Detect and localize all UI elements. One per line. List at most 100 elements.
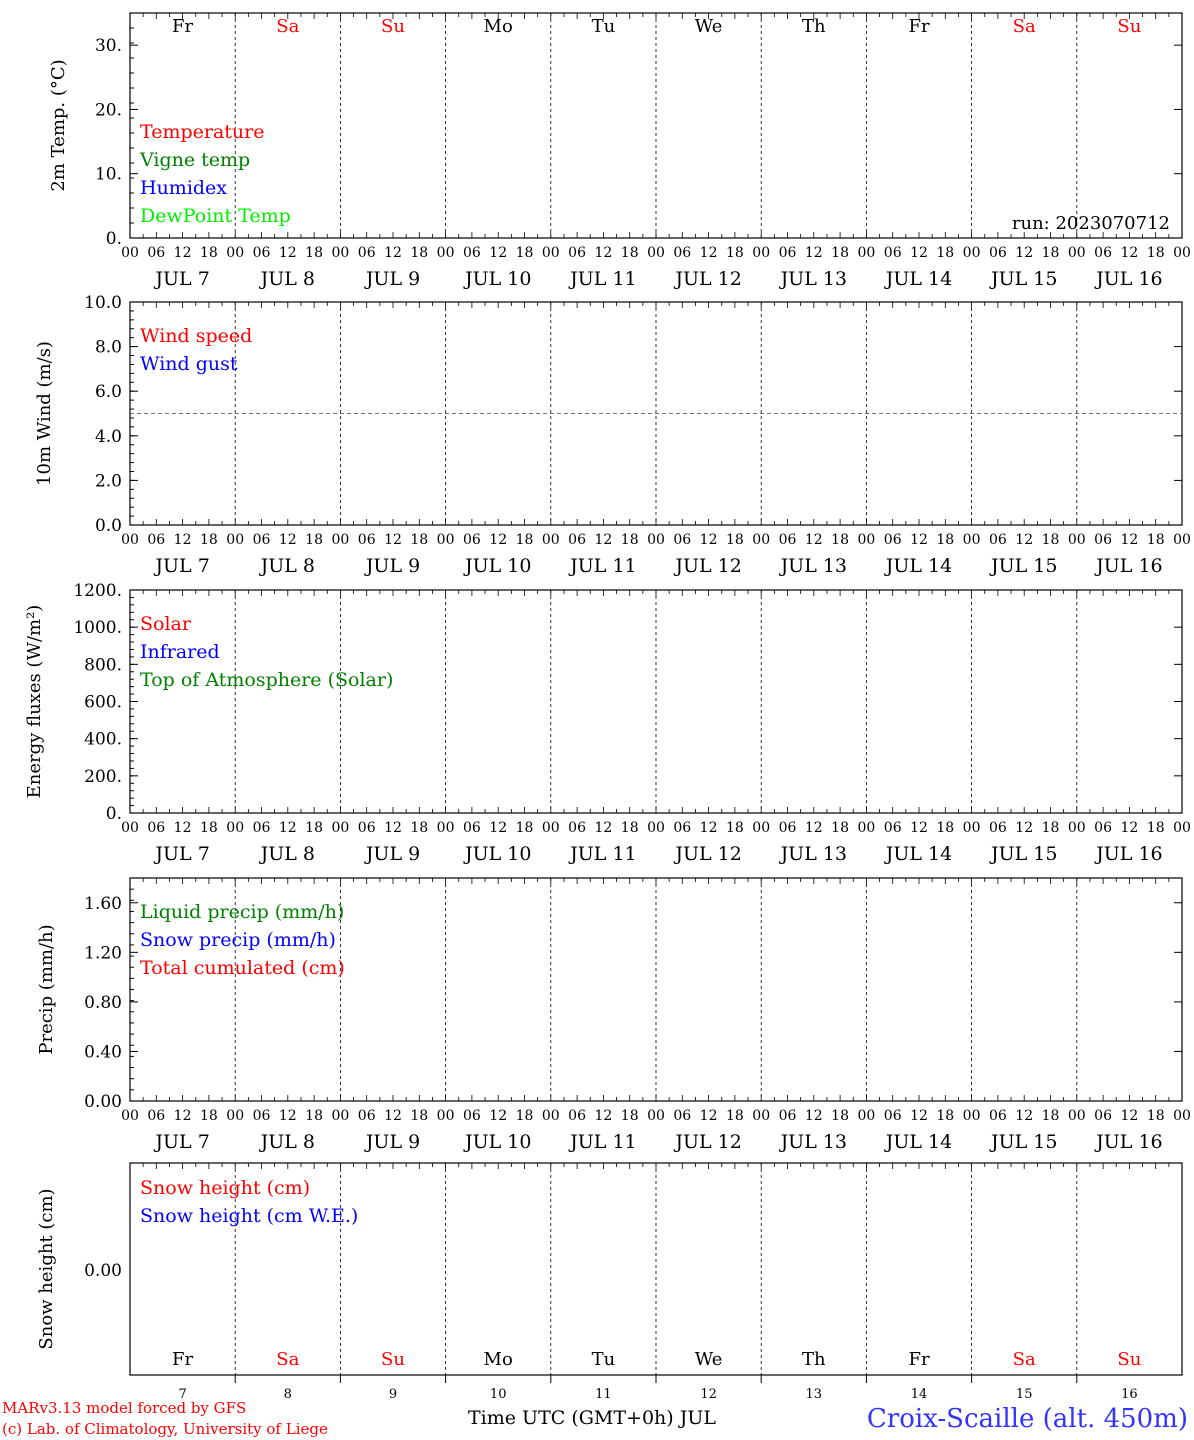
hour-tick-label: 00 [1173,532,1191,548]
hour-tick-label: 06 [463,245,481,261]
date-label: JUL 7 [153,268,209,290]
weekday-label: Fr [908,1349,929,1370]
weekday-label: Sa [1013,1349,1036,1370]
hour-tick-label: 06 [779,245,797,261]
hour-tick-label: 00 [1173,245,1191,261]
weekday-label: Sa [276,16,299,37]
hour-tick-label: 18 [1147,1108,1165,1124]
legend-entry: Snow precip (mm/h) [140,929,336,951]
y-tick-label: 1.60 [84,894,122,914]
day-number-label: 15 [1016,1387,1033,1402]
hour-tick-label: 00 [542,532,560,548]
hour-tick-label: 06 [568,820,586,836]
hour-tick-label: 18 [936,532,954,548]
hour-tick-label: 18 [200,1108,218,1124]
hour-tick-label: 18 [831,820,849,836]
y-tick-label: 10.0 [84,293,122,313]
hour-tick-label: 12 [1120,532,1138,548]
hour-tick-label: 00 [963,820,981,836]
hour-tick-label: 00 [542,1108,560,1124]
hour-tick-label: 12 [279,1108,297,1124]
date-label: JUL 12 [673,1131,741,1153]
hour-tick-label: 12 [279,245,297,261]
date-label: JUL 8 [259,555,315,577]
hour-tick-label: 18 [305,245,323,261]
y-tick-label: 0. [106,804,122,824]
hour-tick-label: 12 [489,245,507,261]
y-tick-label: 1200. [73,581,122,601]
y-axis-label: Snow height (cm) [36,1188,57,1349]
plot-frame [129,589,1183,814]
hour-tick-label: 00 [752,820,770,836]
hour-tick-label: 12 [279,532,297,548]
hour-tick-label: 00 [752,245,770,261]
hour-tick-label: 06 [463,532,481,548]
hour-tick-label: 12 [700,820,718,836]
hour-tick-label: 18 [831,245,849,261]
weekday-label: Fr [908,16,929,37]
date-label: JUL 10 [463,1131,531,1153]
hour-tick-label: 00 [121,1108,139,1124]
hour-tick-label: 00 [437,532,455,548]
hour-tick-label: 06 [1094,532,1112,548]
hour-tick-label: 06 [673,1108,691,1124]
date-label: JUL 11 [568,843,636,865]
day-number-label: 7 [178,1387,186,1402]
legend-entry: Infrared [140,641,220,663]
hour-tick-label: 18 [621,820,639,836]
hour-tick-label: 00 [857,1108,875,1124]
date-label: JUL 11 [568,555,636,577]
hour-tick-label: 00 [331,820,349,836]
legend-entry: Wind gust [140,353,238,375]
y-tick-label: 4.0 [95,427,122,447]
hour-tick-label: 18 [726,1108,744,1124]
legend-entry: Solar [140,613,192,635]
weekday-label: Su [381,1349,405,1370]
weekday-label: Su [1117,1349,1141,1370]
hour-tick-label: 00 [121,820,139,836]
hour-tick-label: 12 [1120,245,1138,261]
hour-tick-label: 18 [410,1108,428,1124]
weekday-label: Th [802,16,826,37]
date-label: JUL 9 [364,1131,420,1153]
hour-tick-label: 06 [989,245,1007,261]
date-label: JUL 13 [779,555,847,577]
hour-tick-label: 12 [384,1108,402,1124]
day-number-label: 8 [284,1387,292,1402]
hour-tick-label: 18 [1042,1108,1060,1124]
date-label: JUL 8 [259,1131,315,1153]
hour-tick-label: 18 [726,532,744,548]
date-label: JUL 16 [1094,843,1162,865]
hour-tick-label: 00 [437,1108,455,1124]
panel-5: 0.00 Snow height (cm) Snow height (cm) Snow… [36,1162,1183,1402]
hour-tick-label: 06 [673,532,691,548]
hour-tick-label: 18 [516,532,534,548]
hour-tick-label: 06 [568,1108,586,1124]
hour-tick-label: 00 [752,1108,770,1124]
date-label: JUL 7 [153,555,209,577]
panel-3: 0. 200. 400. 600. 800. 1000. 1200. Energy fluxe… [24,581,1191,865]
hour-tick-label: 00 [121,245,139,261]
y-tick-label: 1.20 [84,943,122,963]
y-axis-label: 2m Temp. (°C) [48,59,69,191]
date-label: JUL 16 [1094,1131,1162,1153]
hour-tick-label: 06 [779,532,797,548]
y-tick-label: 800. [84,655,122,675]
hour-tick-label: 18 [621,532,639,548]
weekday-label: Mo [484,16,513,37]
hour-tick-label: 18 [831,1108,849,1124]
hour-tick-label: 06 [463,820,481,836]
hour-tick-label: 06 [673,820,691,836]
hour-tick-label: 12 [594,532,612,548]
hour-tick-label: 12 [279,820,297,836]
hour-tick-label: 18 [726,245,744,261]
legend-entry: Top of Atmosphere (Solar) [140,669,393,691]
hour-tick-label: 00 [857,532,875,548]
hour-tick-label: 00 [963,245,981,261]
hour-tick-label: 00 [331,532,349,548]
station-name: Croix-Scaille (alt. 450m) [867,1404,1188,1434]
hour-tick-label: 18 [621,1108,639,1124]
hour-tick-label: 12 [174,820,192,836]
hour-tick-label: 00 [437,245,455,261]
hour-tick-label: 18 [936,245,954,261]
